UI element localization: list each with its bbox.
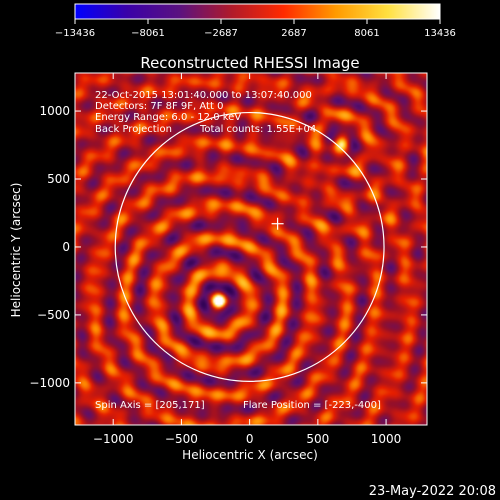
- colorbar-tick-label: −13436: [55, 28, 95, 39]
- image-plot-area: [75, 73, 427, 425]
- colorbar: [74, 3, 441, 20]
- x-axis-ticks: −1000 −500 0 500 1000: [93, 73, 401, 446]
- x-tick-label: −500: [165, 432, 198, 446]
- colorbar-tick-label: 8061: [354, 28, 379, 39]
- y-tick-label: 500: [47, 172, 70, 186]
- total-counts-label: Total counts: 1.55E+04: [199, 124, 316, 135]
- x-tick-label: 500: [306, 432, 329, 446]
- colorbar-ticks: −13436 −8061 −2687 2687 8061 13436: [55, 19, 456, 39]
- plot-frame: [74, 72, 428, 426]
- energy-range-label: Energy Range: 6.0 - 12.0 keV: [95, 112, 241, 123]
- x-axis-label: Heliocentric X (arcsec): [182, 448, 318, 462]
- spin-axis-label: Spin Axis = [205,171]: [95, 400, 205, 411]
- chart-title: Reconstructed RHESSI Image: [140, 54, 359, 72]
- solar-limb-circle: [114, 111, 385, 382]
- y-axis-label: Heliocentric Y (arcsec): [9, 183, 23, 318]
- y-tick-label: −500: [37, 308, 70, 322]
- y-axis-ticks: −1000 −500 0 500 1000: [29, 104, 427, 390]
- y-tick-label: −1000: [29, 376, 70, 390]
- colorbar-tick-label: 2687: [281, 28, 306, 39]
- colorbar-tick-label: −2687: [204, 28, 238, 39]
- spin-axis-marker: [271, 217, 284, 230]
- colorbar-tick-label: 13436: [424, 28, 456, 39]
- render-timestamp: 23-May-2022 20:08: [369, 484, 496, 499]
- colorbar-tick-label: −8061: [131, 28, 165, 39]
- detectors-label: Detectors: 7F 8F 9F, Att 0: [95, 101, 223, 112]
- reconstructed-image-heatmap: [75, 73, 427, 425]
- y-tick-label: 1000: [39, 104, 70, 118]
- y-tick-label: 0: [62, 240, 70, 254]
- date-range-label: 22-Oct-2015 13:01:40.000 to 13:07:40.000: [95, 90, 312, 101]
- x-tick-label: 1000: [371, 432, 402, 446]
- method-label: Back Projection: [95, 124, 172, 135]
- x-tick-label: −1000: [93, 432, 134, 446]
- x-tick-label: 0: [246, 432, 254, 446]
- flare-position-label: Flare Position = [-223,-400]: [243, 400, 381, 411]
